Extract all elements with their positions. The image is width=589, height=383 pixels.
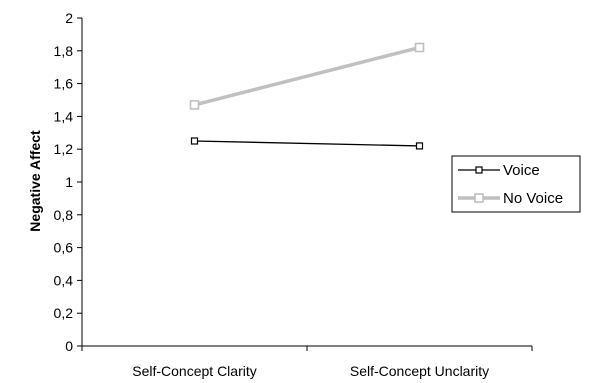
y-tick-label: 2 bbox=[65, 10, 73, 26]
y-axis-title: Negative Affect bbox=[27, 130, 43, 232]
y-axis: 0 0,2 0,4 0,6 0,8 1 1,2 1,4 1,6 1,8 2 bbox=[54, 10, 83, 354]
legend: Voice No Voice bbox=[451, 155, 581, 213]
legend-label: Voice bbox=[503, 162, 540, 179]
legend-label: No Voice bbox=[503, 190, 563, 207]
data-point bbox=[190, 137, 199, 145]
legend-item: No Voice bbox=[458, 190, 563, 207]
y-tick-label: 1,6 bbox=[54, 76, 74, 92]
y-tick-label: 1,4 bbox=[54, 108, 74, 124]
y-tick-label: 0,8 bbox=[54, 207, 74, 223]
y-tick-label: 0 bbox=[65, 338, 73, 354]
series-line bbox=[194, 140, 420, 147]
legend-box bbox=[451, 155, 581, 213]
y-tick-label: 0,2 bbox=[54, 305, 74, 321]
series-layer bbox=[189, 42, 425, 150]
x-axis: Self-Concept Clarity Self-Concept Unclari… bbox=[81, 345, 533, 379]
series-line bbox=[194, 45, 420, 107]
data-point bbox=[414, 42, 425, 53]
y-tick-label: 1,2 bbox=[54, 141, 74, 157]
y-tick-label: 1 bbox=[65, 174, 73, 190]
x-tick-label: Self-Concept Clarity bbox=[132, 363, 257, 379]
data-point bbox=[415, 142, 424, 150]
y-tick-label: 1,8 bbox=[54, 43, 74, 59]
legend-swatch-marker bbox=[475, 166, 483, 174]
legend-swatch-marker bbox=[474, 193, 484, 203]
x-tick-label: Self-Concept Unclarity bbox=[350, 363, 489, 379]
data-point bbox=[189, 100, 200, 110]
y-tick-label: 0,6 bbox=[54, 240, 74, 256]
series-voice bbox=[190, 137, 424, 150]
series-no-voice bbox=[189, 42, 425, 110]
legend-item: Voice bbox=[458, 162, 540, 179]
y-tick-label: 0,4 bbox=[54, 272, 74, 288]
